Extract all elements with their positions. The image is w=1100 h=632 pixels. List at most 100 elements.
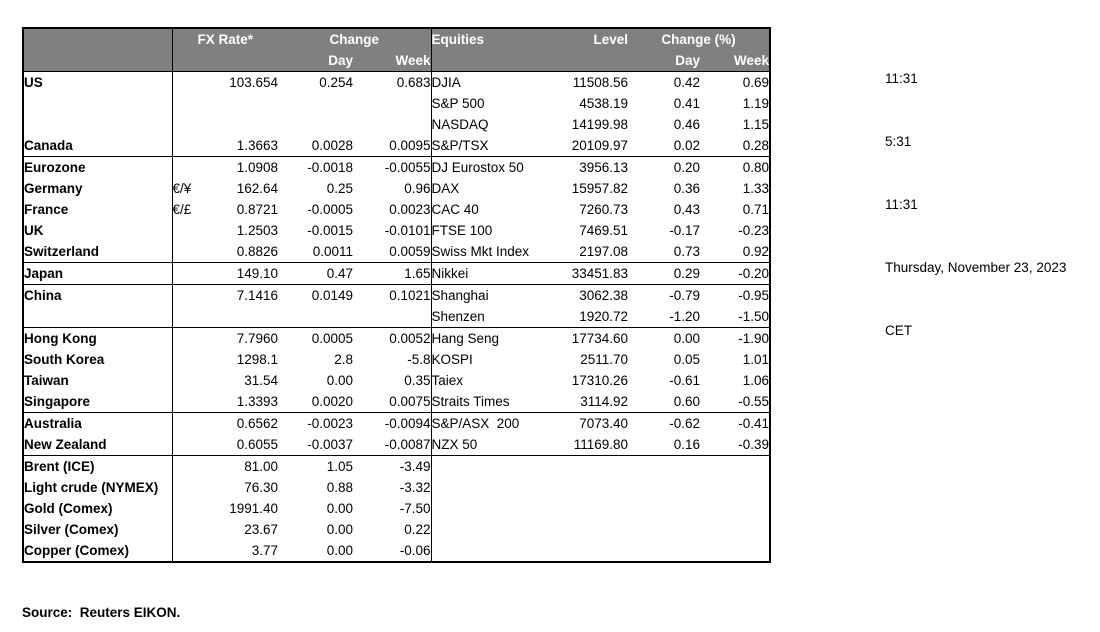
fx-pair-cell <box>172 540 202 562</box>
equity-level-cell: 7260.73 <box>579 202 629 217</box>
equity-level-cell: 20109.97 <box>571 138 629 153</box>
timezone-label: CET <box>885 323 912 338</box>
equity-change-day-cell: -0.79 <box>628 284 701 306</box>
equity-level-cell: 17734.60 <box>540 327 629 349</box>
equity-change-week-cell: 1.19 <box>742 96 770 111</box>
fx-country-cell: Australia <box>23 412 173 434</box>
fx-country-cell: Eurozone <box>23 156 173 178</box>
fx-pair-cell <box>172 220 202 241</box>
fx-country-cell: US <box>23 71 173 93</box>
fx-country-cell: Singapore <box>23 391 173 413</box>
equity-name-cell: DJIA <box>431 75 461 90</box>
equity-name-cell: Taiex <box>431 373 464 388</box>
fx-country-cell: Brent (ICE) <box>23 455 173 477</box>
fx-country-cell <box>23 93 173 114</box>
fx-change-week-cell: -3.49 <box>353 455 432 477</box>
equity-level-cell: 3062.38 <box>540 284 629 306</box>
equities-week-header: Week <box>700 50 771 72</box>
fx-rate-cell: 0.8826 <box>236 244 278 259</box>
table-row: S&P 500 4538.19 0.41 1.19 <box>23 93 770 114</box>
fx-rate-cell: 1298.1 <box>236 352 278 367</box>
equity-change-week-cell: -1.50 <box>738 309 770 324</box>
fx-change-day-cell: 0.88 <box>326 480 353 495</box>
fx-change-day-cell: 0.0149 <box>278 284 353 306</box>
equity-change-day-cell <box>628 498 700 519</box>
table-row: US 103.654 0.254 0.683 DJIA 11508.56 0.42 0.69 <box>23 71 770 94</box>
equity-level-cell: 7469.51 <box>579 223 629 238</box>
fx-week-header: Week <box>353 50 432 72</box>
equity-change-day-cell: -0.17 <box>669 223 701 238</box>
fx-pair-cell <box>172 72 202 94</box>
fx-pair-cell: €/¥ <box>172 181 192 196</box>
secondary-time: 5:31 <box>885 134 912 149</box>
equity-level-cell <box>540 540 628 562</box>
equities-header: Equities <box>431 28 541 50</box>
fx-change-day-cell: 0.00 <box>326 543 353 558</box>
fx-rate-cell: 1.3663 <box>236 138 278 153</box>
fx-rate-cell: 7.7960 <box>202 327 278 349</box>
equities-day-header: Day <box>628 50 701 72</box>
equity-level-cell: 3114.92 <box>580 394 629 409</box>
fx-pair-cell <box>172 412 202 434</box>
fx-rate-cell: 76.30 <box>244 480 278 495</box>
equity-change-day-cell: -1.20 <box>669 309 701 324</box>
market-data-table: FX Rate* Change Equities Level Change (%… <box>22 27 772 563</box>
equity-change-day-cell: 0.36 <box>673 181 701 196</box>
equity-change-week-cell <box>700 519 770 540</box>
equity-change-week-cell: -0.41 <box>700 412 771 434</box>
fx-change-day-cell: 0.0028 <box>311 138 353 153</box>
fx-pair-cell <box>172 262 202 285</box>
fx-country-cell: Gold (Comex) <box>23 498 173 519</box>
table-row: Australia 0.6562 -0.0023 -0.0094 S&P/ASX 200… <box>23 412 771 434</box>
equity-change-week-cell: 1.01 <box>742 352 770 367</box>
equity-level-cell: 4538.19 <box>579 96 629 111</box>
table-row: Gold (Comex) 1991.40 0.00 -7.50 <box>23 498 770 519</box>
fx-rate-header: FX Rate* <box>172 28 278 50</box>
fx-country-cell: France <box>23 199 173 220</box>
equity-change-week-cell <box>700 540 770 562</box>
fx-pair-cell <box>172 284 202 306</box>
equities-change-pct-header: Change (%) <box>628 28 771 50</box>
fx-rate-cell: 7.1416 <box>202 284 278 306</box>
fx-pair-cell <box>172 114 202 135</box>
table-row: New Zealand 0.6055 -0.0037 -0.0087 NZX 50 111… <box>23 434 770 456</box>
fx-rate-cell: 1.3393 <box>236 394 278 409</box>
fx-pair-cell <box>172 477 202 498</box>
equity-change-week-cell: -1.90 <box>700 327 771 349</box>
equity-change-day-cell: 0.02 <box>673 138 701 153</box>
table-row: Eurozone 1.0908 -0.0018 -0.0055 DJ Eurostox … <box>23 156 771 178</box>
fx-rate-cell <box>202 306 278 328</box>
fx-pair-cell <box>172 306 202 328</box>
fx-change-week-cell: 1.65 <box>353 262 432 285</box>
empty-header-cell <box>23 50 173 72</box>
fx-country-cell <box>23 114 173 135</box>
fx-rate-cell: 162.64 <box>236 181 278 196</box>
equity-change-day-cell: 0.16 <box>673 437 701 452</box>
table-row: Canada 1.3663 0.0028 0.0095 S&P/TSX 20109.97 0… <box>23 135 770 157</box>
fx-change-header: Change <box>278 28 432 50</box>
equity-change-week-cell: 1.15 <box>742 117 770 132</box>
fx-pair-cell <box>172 370 202 391</box>
fx-rate-cell: 103.654 <box>229 75 278 90</box>
equity-change-week-cell: -0.23 <box>738 223 770 238</box>
fx-pair-cell <box>172 519 202 540</box>
fx-rate-cell <box>202 93 278 114</box>
fx-change-day-cell: -0.0015 <box>307 223 353 238</box>
equity-name-cell: Swiss Mkt Index <box>431 244 530 259</box>
fx-rate-cell: 3.77 <box>251 543 278 558</box>
fx-change-day-cell: -0.0018 <box>278 156 353 178</box>
equity-change-day-cell <box>628 455 701 477</box>
table-row: Switzerland 0.8826 0.0011 0.0059 Swiss Mkt I… <box>23 241 770 263</box>
empty-header-cell <box>431 50 541 72</box>
equity-level-cell: 2511.70 <box>580 352 629 367</box>
fx-change-week-cell: -5.8 <box>353 349 432 370</box>
equity-level-cell: 2197.08 <box>579 244 629 259</box>
equity-change-week-cell: 0.69 <box>742 75 770 90</box>
fx-change-day-cell <box>278 306 353 328</box>
table-row: Singapore 1.3393 0.0020 0.0075 Straits Times… <box>23 391 770 413</box>
fx-change-week-cell: 0.0023 <box>353 199 432 220</box>
fx-change-day-cell <box>278 114 353 135</box>
empty-header-cell <box>540 50 629 72</box>
equity-change-day-cell: 0.42 <box>673 75 701 90</box>
table-row: South Korea 1298.1 2.8 -5.8 KOSPI 2511.70 0.05… <box>23 349 770 370</box>
